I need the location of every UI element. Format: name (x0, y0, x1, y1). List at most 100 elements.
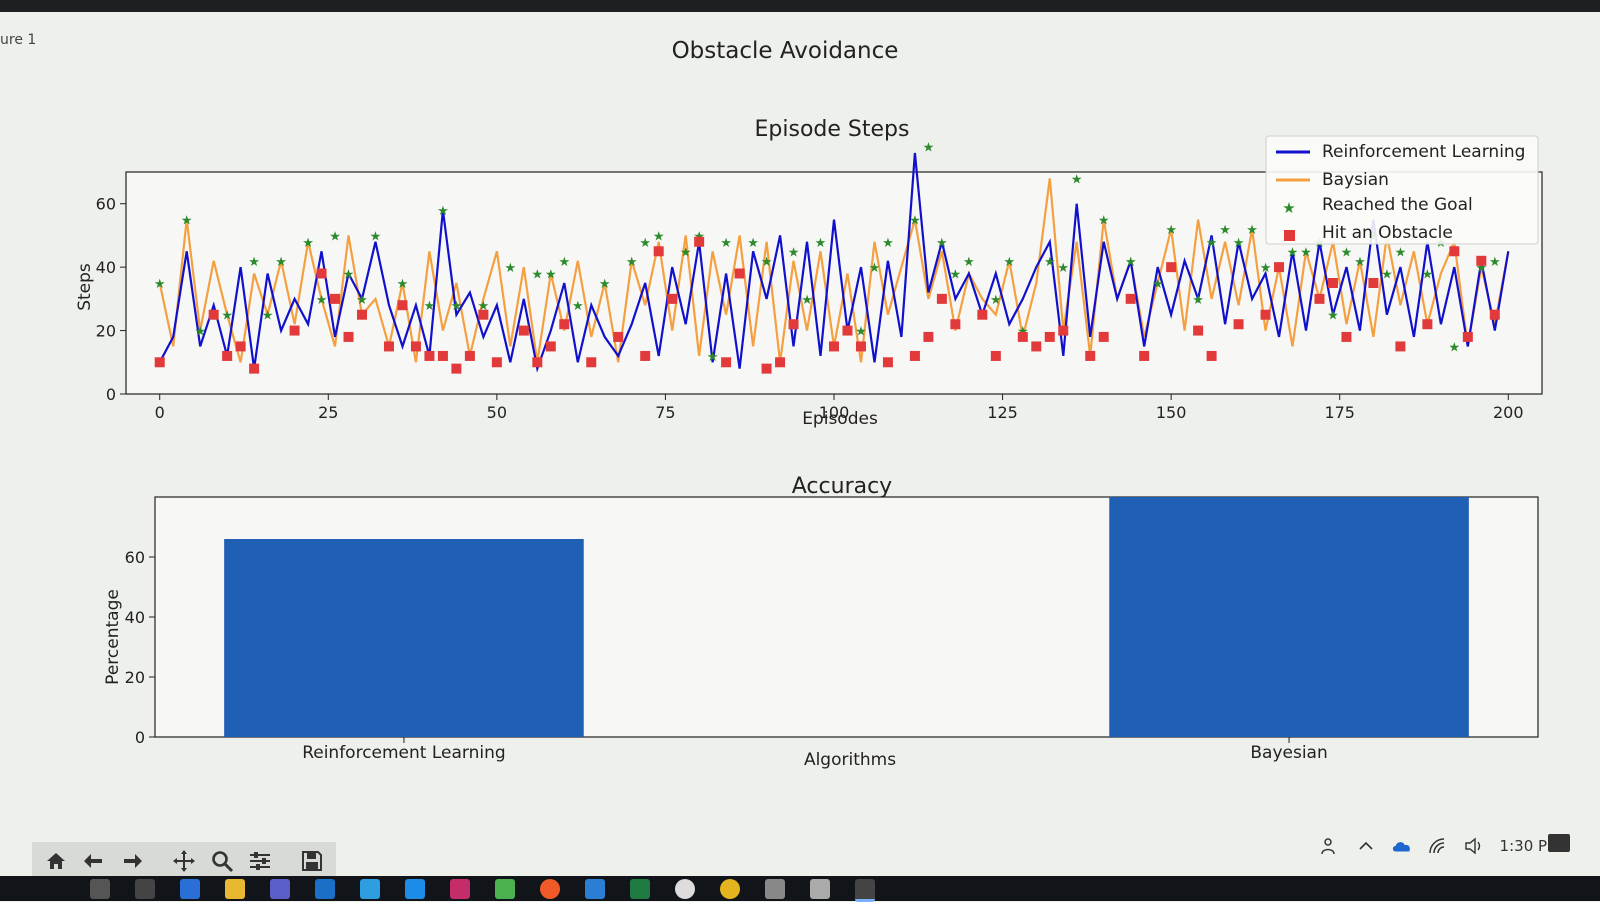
obstacle-marker (1125, 293, 1136, 304)
goal-marker: ★ (248, 255, 260, 270)
postman-icon[interactable] (540, 879, 560, 899)
goal-marker: ★ (869, 261, 881, 276)
y-tick-label: 20 (96, 322, 116, 341)
goal-marker: ★ (1246, 223, 1258, 238)
file-explorer-icon[interactable] (225, 879, 245, 899)
goal-marker: ★ (801, 293, 813, 308)
edge-icon[interactable] (180, 879, 200, 899)
goal-marker: ★ (451, 299, 463, 314)
back-icon[interactable] (78, 845, 110, 877)
obstacle-marker (775, 357, 786, 368)
skype-icon[interactable] (360, 879, 380, 899)
goal-marker: ★ (343, 267, 355, 282)
obstacle-marker (1395, 341, 1406, 352)
goal-marker: ★ (855, 325, 867, 340)
goal-marker: ★ (626, 255, 638, 270)
goal-marker: ★ (329, 229, 341, 244)
app-icon[interactable] (765, 879, 785, 899)
excel-icon[interactable] (630, 879, 650, 899)
wifi-icon[interactable] (1428, 836, 1448, 856)
app-icon[interactable] (675, 879, 695, 899)
obstacle-marker (909, 350, 920, 361)
obstacle-marker (451, 363, 462, 374)
goal-marker: ★ (680, 245, 692, 260)
goal-marker: ★ (1219, 223, 1231, 238)
goal-marker: ★ (194, 325, 206, 340)
onedrive-icon[interactable] (1392, 836, 1412, 856)
search-icon[interactable] (90, 879, 110, 899)
obstacle-marker (1422, 319, 1433, 330)
obstacle-marker (289, 325, 300, 336)
goal-marker: ★ (221, 309, 233, 324)
goal-marker: ★ (437, 204, 449, 219)
obstacle-marker (1058, 325, 1069, 336)
y-tick-label: 60 (125, 548, 145, 567)
goal-marker: ★ (302, 236, 314, 251)
obstacle-marker (829, 341, 839, 352)
bar-bayesian (1109, 497, 1469, 737)
obstacle-marker (464, 350, 475, 361)
notification-icon[interactable] (1548, 834, 1570, 852)
obstacle-marker (397, 300, 408, 311)
window-title: ure 1 (0, 32, 37, 48)
goal-marker: ★ (639, 236, 651, 251)
intellij-icon[interactable] (450, 879, 470, 899)
goal-marker: ★ (747, 236, 759, 251)
goal-marker: ★ (397, 277, 409, 292)
obstacle-marker (478, 309, 489, 320)
goal-marker: ★ (1071, 172, 1083, 187)
goal-marker: ★ (882, 236, 894, 251)
chevron-up-icon[interactable] (1356, 836, 1376, 856)
zoom-icon[interactable] (206, 845, 238, 877)
obstacle-marker (491, 357, 502, 368)
x-tick-label: Bayesian (1250, 743, 1327, 763)
obstacle-marker (1476, 255, 1487, 266)
obstacle-marker (842, 325, 853, 336)
home-icon[interactable] (40, 845, 72, 877)
python-figure-icon[interactable] (855, 879, 875, 902)
x-tick-label: 100 (819, 403, 850, 422)
task-view-icon[interactable] (135, 879, 155, 899)
obstacle-marker (222, 350, 233, 361)
pan-icon[interactable] (168, 845, 200, 877)
legend-goal-label: Reached the Goal (1322, 195, 1473, 215)
obstacle-marker (1489, 309, 1500, 320)
episode-steps-title: Episode Steps (755, 117, 910, 142)
outlook-icon[interactable] (315, 879, 335, 899)
obstacle-marker (1206, 350, 1217, 361)
series-line-reinforcement-learning (158, 152, 1510, 373)
accuracy-xlabel: Algorithms (804, 750, 896, 770)
volume-icon[interactable] (1464, 836, 1484, 856)
legend-goal-marker: ★ (1282, 199, 1295, 217)
clock-time[interactable]: 1:30 PM (1499, 837, 1560, 855)
obstacle-marker (640, 350, 651, 361)
configure-icon[interactable] (244, 845, 276, 877)
obstacle-marker (532, 357, 543, 368)
obstacle-marker (1098, 331, 1109, 342)
save-icon[interactable] (296, 845, 328, 877)
taskbar (0, 876, 1600, 902)
vscode-icon[interactable] (585, 879, 605, 899)
legend-bayesian-label: Baysian (1322, 170, 1389, 190)
obstacle-marker (1368, 278, 1379, 288)
y-tick-label: 40 (125, 608, 145, 627)
obstacle-marker (1166, 262, 1177, 273)
goal-marker: ★ (1260, 261, 1272, 276)
goal-marker: ★ (1233, 236, 1245, 251)
teams-icon[interactable] (270, 879, 290, 899)
obstacle-marker (667, 293, 678, 304)
chrome-icon[interactable] (720, 879, 740, 899)
y-tick-label: 40 (96, 258, 116, 277)
forward-icon[interactable] (116, 845, 148, 877)
app-icon[interactable] (495, 879, 515, 899)
goal-marker: ★ (1354, 255, 1366, 270)
goal-marker: ★ (936, 236, 948, 251)
skype-business-icon[interactable] (405, 879, 425, 899)
goal-marker: ★ (1125, 255, 1137, 270)
people-icon[interactable] (1320, 836, 1340, 856)
app-icon[interactable] (810, 879, 830, 899)
goal-marker: ★ (599, 277, 611, 292)
obstacle-marker (1449, 246, 1460, 257)
goal-marker: ★ (788, 245, 800, 260)
